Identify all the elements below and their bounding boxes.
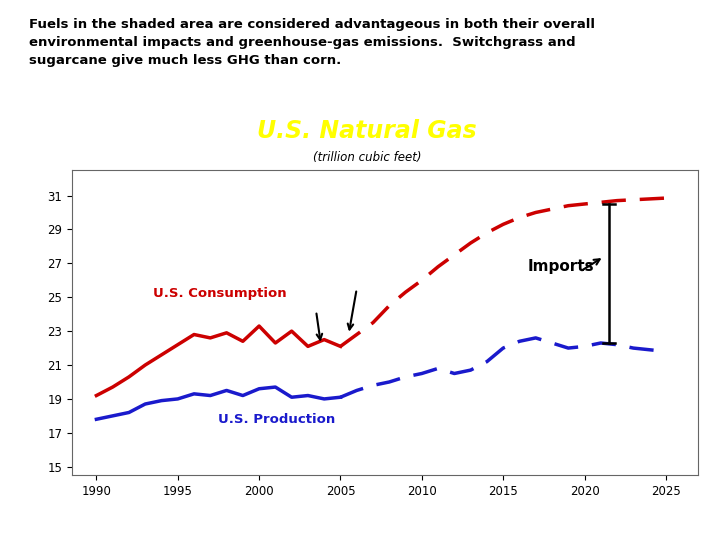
Text: U.S. Production: U.S. Production — [218, 413, 336, 426]
Text: (trillion cubic feet): (trillion cubic feet) — [313, 151, 421, 165]
Text: U.S. Natural Gas: U.S. Natural Gas — [257, 119, 477, 143]
Text: Imports: Imports — [528, 259, 594, 274]
Text: Source: Energy Information Administration; Annual Energy Outlook 2005: Source: Energy Information Administratio… — [35, 514, 341, 523]
Text: Fuels in the shaded area are considered advantageous in both their overall
envir: Fuels in the shaded area are considered … — [29, 18, 595, 67]
Text: U.S. Consumption: U.S. Consumption — [153, 287, 287, 300]
